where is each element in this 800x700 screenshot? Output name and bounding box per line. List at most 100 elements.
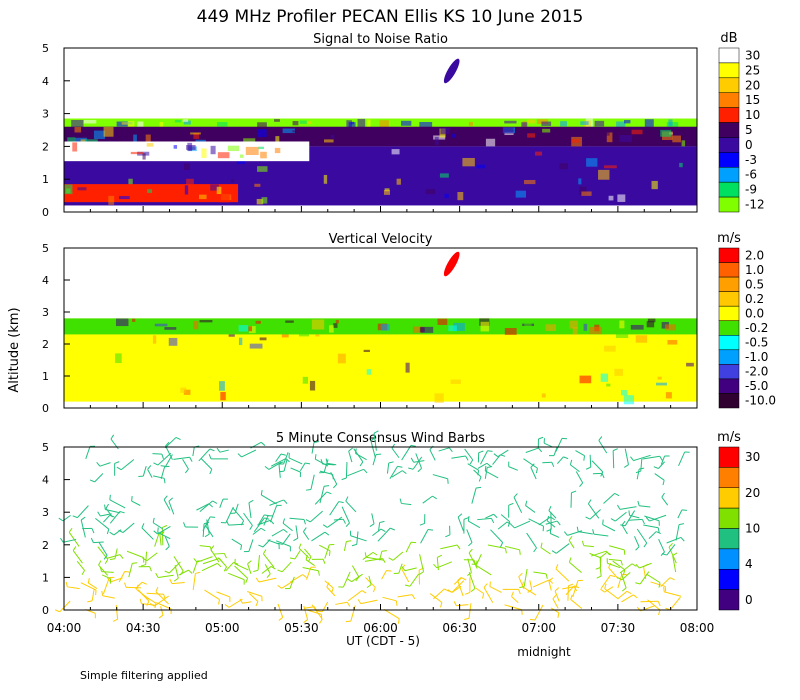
colorbar-label: 20 xyxy=(745,486,760,500)
wind-barb-flag xyxy=(465,591,471,595)
wind-barb-flag xyxy=(363,468,368,474)
wind-barb-flag xyxy=(635,563,640,569)
heatmap-patch xyxy=(433,135,446,140)
wind-barb-flag xyxy=(657,610,661,616)
wind-barb-flag xyxy=(401,564,406,569)
wind-barb xyxy=(377,527,391,542)
heatmap-patch xyxy=(190,351,203,356)
heatmap-patch xyxy=(603,129,610,136)
heatmap-patch xyxy=(617,194,626,202)
wind-barb-flag xyxy=(620,560,623,566)
wind-barb xyxy=(311,531,326,542)
heatmap-patch xyxy=(64,184,73,195)
wind-barb-flag xyxy=(657,601,661,607)
wind-barb xyxy=(619,506,637,510)
heatmap-patch xyxy=(621,389,628,396)
heatmap-patch xyxy=(504,328,517,335)
heatmap-patch xyxy=(282,128,295,134)
heatmap-patch xyxy=(504,120,517,124)
wind-barb-flag xyxy=(440,602,443,608)
wind-barb-flag xyxy=(621,587,627,592)
heatmap-patch xyxy=(580,121,589,125)
y-tick-label: 5 xyxy=(42,242,49,255)
wind-barb-flag xyxy=(546,515,550,521)
heatmap-patch xyxy=(619,134,632,143)
colorbar-label: 30 xyxy=(745,450,760,464)
heatmap-patch xyxy=(238,325,249,332)
wind-barb xyxy=(591,550,607,557)
wind-barb xyxy=(548,580,552,591)
heatmap-patch xyxy=(260,151,267,159)
wind-barb-flag xyxy=(519,586,525,589)
wind-barb-flag xyxy=(366,584,372,589)
wind-barb xyxy=(304,606,315,609)
wind-barb-flag xyxy=(355,448,357,454)
wind-barb-flag xyxy=(163,594,166,600)
wind-barb xyxy=(643,524,659,529)
heatmap-patch xyxy=(379,120,389,128)
wind-barb xyxy=(583,545,594,548)
wind-barb xyxy=(528,518,544,527)
heatmap-patch xyxy=(183,163,191,170)
wind-barb xyxy=(477,517,492,521)
wind-barb-flag xyxy=(555,564,559,570)
wind-barb xyxy=(234,563,249,571)
heatmap-patch xyxy=(257,166,268,172)
wind-barb-flag xyxy=(382,558,386,564)
wind-barb-flag xyxy=(600,588,605,593)
wind-barb-flag xyxy=(381,550,387,552)
wind-barb-flag xyxy=(54,609,60,613)
wind-barb xyxy=(100,513,112,517)
wind-barb xyxy=(142,465,147,477)
wind-barb xyxy=(466,529,473,543)
wind-barb-flag xyxy=(551,462,555,467)
wind-barb-flag xyxy=(278,616,284,621)
heatmap-patch xyxy=(524,320,532,328)
colorbar-label: 0.0 xyxy=(745,306,764,320)
wind-barb-flag xyxy=(568,583,574,587)
wind-barb-flag xyxy=(447,589,453,593)
heatmap-patch xyxy=(535,151,543,156)
y-tick-label: 0 xyxy=(42,206,49,219)
colorbar-label: 2.0 xyxy=(745,248,764,262)
wind-barb-flag xyxy=(548,505,552,511)
wind-barb xyxy=(451,580,465,593)
wind-barb xyxy=(451,455,466,459)
colorbar-swatch xyxy=(718,364,740,380)
heatmap-patch xyxy=(187,142,193,152)
wind-barb xyxy=(556,456,564,464)
heatmap-patch xyxy=(623,395,634,405)
wind-barb xyxy=(600,575,611,589)
wind-barb xyxy=(68,531,80,547)
wind-barb xyxy=(629,518,643,521)
wind-barb-flag xyxy=(379,520,385,524)
wind-barb xyxy=(160,466,166,479)
wind-barb xyxy=(319,470,333,475)
wind-barb-flag xyxy=(175,436,181,441)
wind-barb xyxy=(315,458,329,467)
wind-barb xyxy=(639,505,651,508)
wind-barb xyxy=(351,573,363,583)
y-tick-label: 2 xyxy=(42,338,49,351)
wind-barb-flag xyxy=(573,586,578,592)
colorbar-label: -10.0 xyxy=(745,394,776,408)
wind-barb-flag xyxy=(372,587,376,593)
heatmap-patch xyxy=(579,375,592,384)
wind-barb xyxy=(102,595,115,599)
wind-barb-flag xyxy=(218,599,220,605)
heatmap-patch xyxy=(127,120,135,128)
heatmap-patch xyxy=(572,327,578,335)
wind-barb xyxy=(608,558,622,562)
wind-barb xyxy=(157,452,172,466)
colorbar-label: 0 xyxy=(745,593,753,607)
wind-barb xyxy=(252,527,262,535)
heatmap-patch xyxy=(647,318,656,323)
wind-barb-flag xyxy=(106,529,110,535)
wind-barb-flag xyxy=(410,457,415,463)
wind-barb-flag xyxy=(141,581,147,585)
wind-barb-flag xyxy=(212,500,218,504)
wind-barb-flag xyxy=(302,574,307,578)
wind-barb-flag xyxy=(163,478,166,484)
wind-barb xyxy=(192,447,195,457)
